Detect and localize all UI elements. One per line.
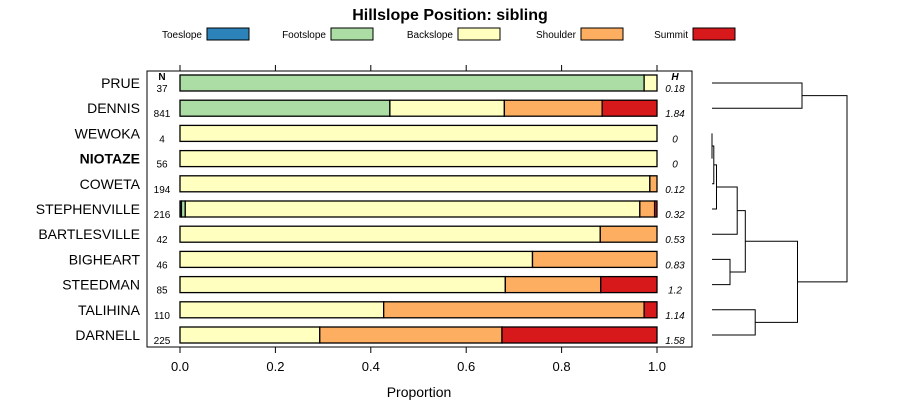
row-label-wewoka: WEWOKA bbox=[75, 125, 141, 141]
bar-segment-dennis-summit bbox=[601, 99, 658, 117]
x-tick-label: 0.2 bbox=[266, 359, 284, 374]
dendrogram-branch bbox=[797, 95, 848, 283]
bar-segment-dennis-shoulder bbox=[503, 99, 603, 117]
row-h-value: 1.14 bbox=[665, 311, 685, 322]
bar-segment-steedman-summit bbox=[600, 275, 658, 294]
row-h-value: 1.58 bbox=[665, 336, 685, 347]
bar-segment-talihina-summit bbox=[643, 301, 658, 319]
bar-segment-bartlesville-backslope bbox=[179, 225, 601, 243]
legend-swatch-shoulder bbox=[580, 27, 624, 41]
dendrogram-branch bbox=[712, 309, 756, 336]
legend-swatch-summit bbox=[692, 27, 736, 41]
row-label-steedman: STEEDMAN bbox=[62, 277, 140, 293]
dendrogram-branch bbox=[712, 186, 738, 235]
bar-segment-stephenville-shoulder bbox=[639, 200, 656, 218]
bar-segment-niotaze-backslope bbox=[179, 149, 658, 168]
row-n-value: 225 bbox=[154, 336, 171, 347]
row-label-stephenville: STEPHENVILLE bbox=[36, 201, 140, 217]
bar-segment-bigheart-shoulder bbox=[531, 250, 658, 269]
row-label-bigheart: BIGHEART bbox=[69, 251, 141, 267]
legend-label-footslope: Footslope bbox=[282, 30, 326, 41]
bar-segment-talihina-backslope bbox=[179, 301, 385, 319]
bar-segment-steedman-shoulder bbox=[504, 275, 602, 294]
row-h-value: 1.84 bbox=[665, 109, 685, 120]
row-label-coweta: COWETA bbox=[80, 176, 141, 192]
bar-segment-dennis-backslope bbox=[389, 99, 506, 117]
row-h-value: 0.12 bbox=[665, 185, 685, 196]
row-h-value: 0.32 bbox=[665, 210, 685, 221]
bar-segment-darnell-backslope bbox=[179, 326, 321, 344]
bar-segment-coweta-backslope bbox=[179, 175, 651, 193]
row-h-value: 0.83 bbox=[665, 260, 685, 271]
legend-label-shoulder: Shoulder bbox=[536, 30, 577, 41]
bar-segment-darnell-summit bbox=[501, 326, 658, 344]
bar-segment-bartlesville-shoulder bbox=[599, 225, 658, 243]
bar-segment-stephenville-backslope bbox=[184, 200, 641, 218]
row-n-value: 216 bbox=[154, 210, 171, 221]
bar-segment-darnell-shoulder bbox=[319, 326, 503, 344]
row-label-prue: PRUE bbox=[101, 75, 140, 91]
legend: Toeslope Footslope Backslope Shoulder Summit bbox=[162, 27, 736, 41]
row-label-bartlesville: BARTLESVILLE bbox=[38, 226, 140, 242]
row-h-value: 0 bbox=[672, 134, 678, 145]
legend-swatch-backslope bbox=[457, 27, 501, 41]
row-n-value: 194 bbox=[154, 185, 171, 196]
row-n-value: 841 bbox=[154, 109, 171, 120]
dendrogram-branch bbox=[712, 82, 803, 109]
bar-segment-stephenville-summit bbox=[653, 200, 658, 218]
row-label-talihina: TALIHINA bbox=[78, 302, 141, 318]
bar-segment-coweta-shoulder bbox=[649, 175, 658, 193]
x-tick-label: 1.0 bbox=[648, 359, 666, 374]
row-label-darnell: DARNELL bbox=[75, 327, 140, 343]
bar-segment-talihina-shoulder bbox=[383, 301, 645, 319]
dendrogram-branch bbox=[712, 258, 731, 286]
bar-segment-steedman-backslope bbox=[179, 275, 506, 294]
x-axis-label: Proportion bbox=[387, 384, 452, 400]
legend-label-backslope: Backslope bbox=[407, 30, 454, 41]
row-h-value: 1.2 bbox=[668, 286, 682, 297]
legend-label-toeslope: Toeslope bbox=[162, 30, 202, 41]
row-n-value: 42 bbox=[156, 235, 168, 246]
n-column-header: N bbox=[158, 72, 165, 83]
row-n-value: 4 bbox=[159, 134, 165, 145]
bar-segment-prue-footslope bbox=[179, 74, 645, 92]
row-label-dennis: DENNIS bbox=[87, 100, 140, 116]
bar-segment-wewoka-backslope bbox=[179, 124, 658, 143]
bar-segment-prue-backslope bbox=[643, 74, 658, 92]
row-h-value: 0.18 bbox=[665, 84, 685, 95]
h-column-header: H bbox=[671, 72, 679, 83]
row-n-value: 37 bbox=[156, 84, 168, 95]
legend-label-summit: Summit bbox=[654, 30, 688, 41]
row-n-value: 46 bbox=[156, 260, 168, 271]
row-n-value: 110 bbox=[154, 311, 170, 322]
chart-title: Hillslope Position: sibling bbox=[352, 7, 548, 24]
row-n-value: 56 bbox=[156, 160, 168, 171]
x-tick-label: 0.0 bbox=[171, 359, 189, 374]
dendrogram bbox=[711, 82, 848, 336]
x-axis: 0.0 0.2 0.4 0.6 0.8 1.0 bbox=[171, 65, 666, 374]
x-tick-label: 0.6 bbox=[457, 359, 475, 374]
legend-swatch-footslope bbox=[330, 27, 374, 41]
bar-segment-dennis-footslope bbox=[179, 99, 391, 117]
row-h-value: 0 bbox=[672, 160, 678, 171]
x-tick-label: 0.8 bbox=[553, 359, 571, 374]
row-h-value: 0.53 bbox=[665, 235, 685, 246]
row-label-niotaze: NIOTAZE bbox=[80, 151, 140, 167]
row-n-value: 85 bbox=[156, 286, 168, 297]
plot-frame bbox=[146, 70, 693, 348]
bar-rows: PRUE 37 0.18 DENNIS 841 1.84 WEWOKA 4 0 NIOTAZE 56… bbox=[36, 74, 685, 347]
x-tick-label: 0.4 bbox=[362, 359, 380, 374]
bar-segment-bigheart-backslope bbox=[179, 250, 534, 269]
legend-swatch-toeslope bbox=[206, 27, 250, 41]
